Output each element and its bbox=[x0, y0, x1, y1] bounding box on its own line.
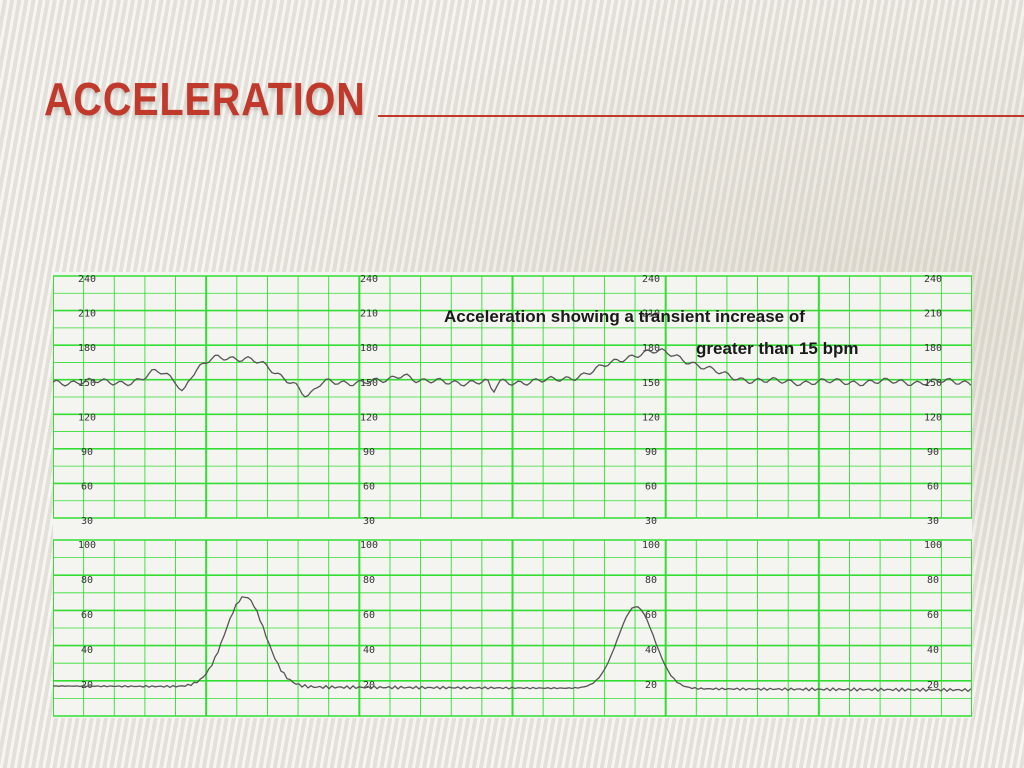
uc-scale-label: 40 bbox=[81, 645, 93, 656]
fhr-scale-label: 240 bbox=[924, 274, 942, 285]
uc-scale-label: 60 bbox=[81, 610, 93, 621]
fhr-scale-label: 120 bbox=[642, 412, 660, 423]
slide-title: ACCELERATION bbox=[44, 73, 366, 125]
fhr-trace bbox=[53, 347, 972, 398]
fhr-scale-label: 150 bbox=[642, 378, 660, 389]
fhr-scale-label: 30 bbox=[81, 516, 93, 527]
title-underline bbox=[378, 115, 1024, 117]
fhr-scale-label: 90 bbox=[81, 447, 93, 458]
fhr-scale-label: 30 bbox=[927, 516, 939, 527]
fhr-scale-label: 210 bbox=[78, 309, 96, 320]
fhr-scale-label: 180 bbox=[78, 343, 96, 354]
uc-scale-label: 60 bbox=[645, 610, 657, 621]
fhr-scale-label: 180 bbox=[924, 343, 942, 354]
fhr-scale-label: 150 bbox=[78, 378, 96, 389]
uc-scale-label: 100 bbox=[360, 540, 378, 551]
uc-scale-label: 100 bbox=[78, 540, 96, 551]
uc-scale-label: 40 bbox=[927, 645, 939, 656]
fhr-scale-label: 150 bbox=[924, 378, 942, 389]
annotation-line-2: greater than 15 bpm bbox=[696, 339, 859, 358]
fhr-scale-label: 240 bbox=[360, 274, 378, 285]
fhr-scale-label: 30 bbox=[363, 516, 375, 527]
uc-grid bbox=[53, 539, 972, 717]
uc-scale-label: 100 bbox=[642, 540, 660, 551]
fhr-scale-label: 60 bbox=[927, 482, 939, 493]
uc-trace bbox=[53, 596, 972, 693]
uc-scale-label: 80 bbox=[645, 575, 657, 586]
fhr-scale-label: 240 bbox=[78, 274, 96, 285]
fhr-scale-label: 60 bbox=[81, 482, 93, 493]
fhr-scale-label: 120 bbox=[924, 412, 942, 423]
fhr-scale-label: 210 bbox=[924, 309, 942, 320]
fhr-scale-label: 90 bbox=[645, 447, 657, 458]
fhr-scale-label: 210 bbox=[360, 309, 378, 320]
fhr-scale-label: 30 bbox=[645, 516, 657, 527]
fhr-scale-label: 180 bbox=[360, 343, 378, 354]
uc-scale-label: 40 bbox=[645, 645, 657, 656]
uc-scale-label: 80 bbox=[927, 575, 939, 586]
fhr-scale-label: 120 bbox=[78, 412, 96, 423]
uc-scale-label: 20 bbox=[645, 680, 657, 691]
ctg-strip: 240 210 180 150 120 90 60 30 100 80 60 40 20 240 210 18… bbox=[53, 272, 972, 718]
fhr-scale-label: 60 bbox=[363, 482, 375, 493]
uc-scale-label: 40 bbox=[363, 645, 375, 656]
uc-scale-label: 20 bbox=[363, 680, 375, 691]
uc-scale-label: 20 bbox=[927, 680, 939, 691]
fhr-scale-label: 210 bbox=[642, 309, 660, 320]
fhr-scale-label: 240 bbox=[642, 274, 660, 285]
fhr-scale-label: 180 bbox=[642, 343, 660, 354]
uc-scale-label: 20 bbox=[81, 680, 93, 691]
uc-scale-label: 60 bbox=[363, 610, 375, 621]
fhr-scale-label: 90 bbox=[927, 447, 939, 458]
ctg-chart: 240 210 180 150 120 90 60 30 100 80 60 40 20 240 210 18… bbox=[53, 272, 972, 718]
fhr-scale-label: 90 bbox=[363, 447, 375, 458]
uc-scale-label: 80 bbox=[81, 575, 93, 586]
fhr-scale-label: 120 bbox=[360, 412, 378, 423]
fhr-grid bbox=[53, 275, 972, 519]
uc-scale-label: 100 bbox=[924, 540, 942, 551]
uc-scale-label: 60 bbox=[927, 610, 939, 621]
uc-scale-label: 80 bbox=[363, 575, 375, 586]
fhr-scale-label: 60 bbox=[645, 482, 657, 493]
annotation-line-1: Acceleration showing a transient increas… bbox=[444, 307, 805, 326]
